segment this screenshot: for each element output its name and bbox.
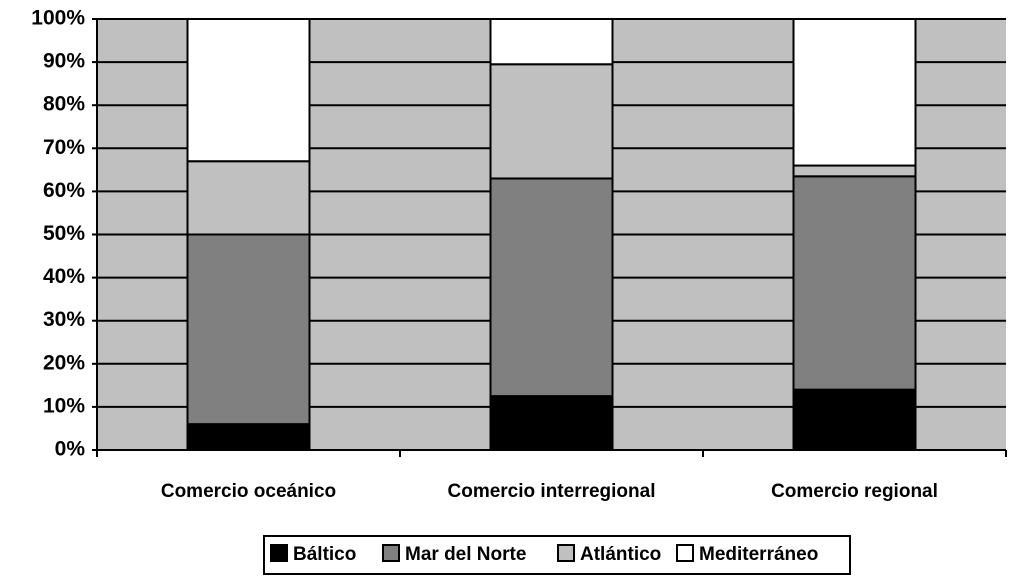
y-tick-label: 50% bbox=[43, 222, 85, 245]
legend-label: Báltico bbox=[293, 544, 356, 565]
bar-segment bbox=[186, 160, 311, 236]
bar-segment bbox=[792, 175, 917, 391]
legend-label: Mar del Norte bbox=[405, 544, 526, 565]
x-category-label: Comercio interregional bbox=[448, 481, 656, 502]
y-tick-label: 10% bbox=[43, 394, 85, 417]
plot-area bbox=[97, 18, 1006, 452]
bar-segment bbox=[489, 177, 614, 398]
legend-swatch bbox=[270, 544, 288, 562]
y-tick-label: 90% bbox=[43, 50, 85, 73]
x-category-label: Comercio regional bbox=[771, 481, 938, 502]
bar-segment bbox=[489, 395, 614, 451]
bar-segment bbox=[489, 18, 614, 66]
y-tick-label: 100% bbox=[31, 7, 85, 30]
legend-label: Mediterráneo bbox=[699, 544, 818, 565]
bar-segment bbox=[489, 63, 614, 180]
legend-label: Atlántico bbox=[580, 544, 661, 565]
bar-segment bbox=[186, 233, 311, 426]
bar-segment bbox=[792, 18, 917, 167]
legend: Báltico Mar del Norte Atlántico Mediterráne… bbox=[263, 535, 851, 575]
axes: 0% 10% 20% 30% 40% 50% 60% 70% 80% 90% 100% Comerci… bbox=[31, 7, 1007, 502]
y-tick-label: 60% bbox=[43, 179, 85, 202]
y-tick-label: 80% bbox=[43, 93, 85, 116]
x-category-label: Comercio oceánico bbox=[161, 481, 336, 502]
legend-swatch bbox=[557, 544, 575, 562]
y-tick-label: 30% bbox=[43, 308, 85, 331]
legend-swatch bbox=[382, 544, 400, 562]
bar-segment bbox=[792, 164, 917, 178]
y-tick-label: 70% bbox=[43, 136, 85, 159]
y-tick-label: 20% bbox=[43, 351, 85, 374]
bar-segment bbox=[792, 388, 917, 452]
legend-swatch bbox=[676, 544, 694, 562]
bar-segment bbox=[186, 18, 311, 163]
y-tick-label: 0% bbox=[55, 438, 86, 461]
y-tick-label: 40% bbox=[43, 265, 85, 288]
bar-segment bbox=[186, 423, 311, 452]
